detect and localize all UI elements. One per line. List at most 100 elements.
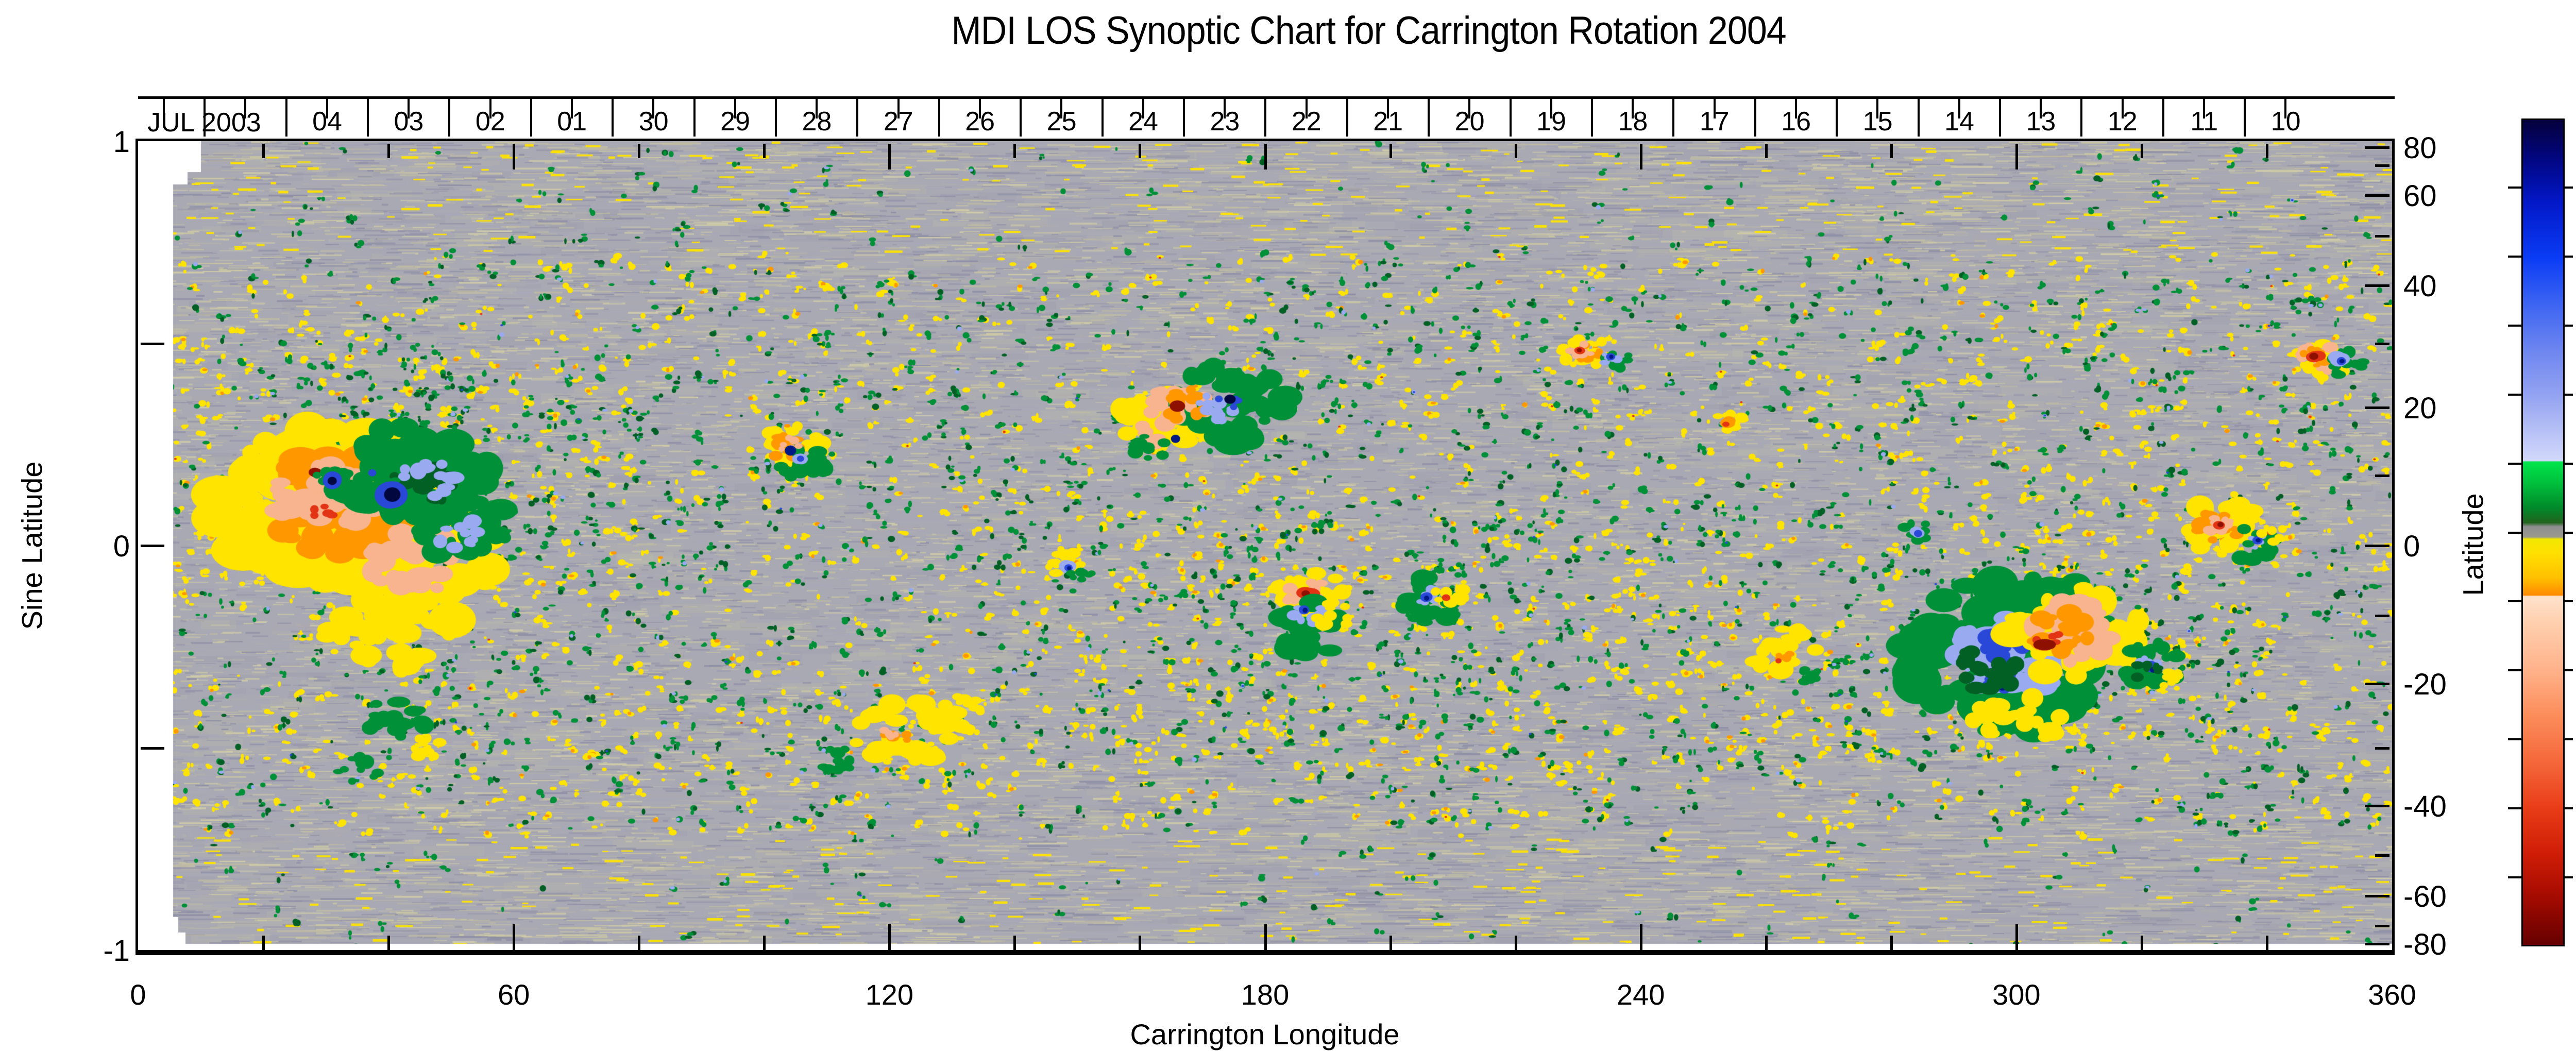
y-right-tick (2365, 943, 2389, 946)
x-top-tick (1389, 144, 1392, 158)
date-label-18: 18 (1618, 107, 1648, 137)
date-axis-minor-tick (2284, 98, 2287, 118)
colorbar-right-tick (2565, 600, 2573, 603)
date-label-03: 03 (394, 107, 424, 137)
y-right-tick (2375, 747, 2389, 750)
date-axis-major-tick (612, 98, 614, 137)
colorbar-left-tick (2508, 531, 2521, 534)
date-axis-minor-tick (244, 98, 247, 118)
date-label-27: 27 (883, 107, 913, 137)
y-right-label-60: 60 (2403, 179, 2437, 213)
date-axis-minor-tick (163, 98, 165, 118)
date-axis-line (138, 96, 2395, 99)
x-top-tick (1139, 144, 1142, 158)
y-right-tick (2365, 804, 2389, 807)
y-right-tick (2375, 164, 2389, 167)
y-right-tick (2365, 146, 2389, 149)
y-right-tick (2375, 342, 2389, 345)
x-bottom-label-240: 240 (1616, 978, 1665, 1011)
date-axis-minor-tick (652, 98, 655, 118)
colorbar (2521, 118, 2565, 946)
y-left-label--1: -1 (103, 934, 130, 968)
y-right-tick (2365, 545, 2389, 547)
x-top-tick (387, 144, 391, 158)
y-right-label--60: -60 (2403, 879, 2447, 913)
x-top-tick (2140, 144, 2143, 158)
date-axis-minor-tick (1958, 98, 1960, 118)
date-axis-major-tick (285, 98, 287, 137)
x-top-tick (888, 144, 891, 169)
date-axis-major-tick (775, 98, 777, 137)
x-bottom-label-120: 120 (865, 978, 914, 1011)
colorbar-right-tick (2565, 531, 2573, 534)
magnetogram-map (138, 141, 2392, 950)
y-right-label--40: -40 (2403, 789, 2447, 823)
date-label-17: 17 (1699, 107, 1730, 137)
x-top-tick (1890, 144, 1893, 158)
colorbar-right-tick (2565, 669, 2573, 672)
date-label-28: 28 (802, 107, 832, 137)
date-axis-major-tick (856, 98, 859, 137)
x-top-tick (638, 144, 641, 158)
y-right-label-0: 0 (2403, 530, 2420, 563)
y-left-tick (141, 342, 164, 345)
date-axis-major-tick (2080, 98, 2083, 137)
y-right-tick (2365, 194, 2389, 197)
colorbar-right-tick (2565, 807, 2573, 810)
date-axis-minor-tick (1632, 98, 1634, 118)
date-label-04: 04 (312, 107, 342, 137)
date-axis-major-tick (1509, 98, 1512, 137)
x-bottom-tick (1389, 936, 1392, 950)
date-axis-minor-tick (1060, 98, 1063, 118)
date-axis-major-tick (530, 98, 532, 137)
x-bottom-tick (1514, 936, 1517, 950)
date-axis-major-tick (1264, 98, 1267, 137)
colorbar-left-tick (2508, 462, 2521, 465)
x-top-tick (1013, 144, 1016, 158)
y-right-tick (2365, 683, 2389, 686)
x-bottom-label-60: 60 (498, 978, 530, 1011)
x-top-tick (2015, 144, 2018, 169)
y-right-tick (2365, 284, 2389, 287)
date-label-10: 10 (2270, 107, 2301, 137)
colorbar-left-tick (2508, 255, 2521, 258)
colorbar-right-tick (2565, 393, 2573, 396)
x-bottom-tick (888, 924, 891, 950)
date-axis-minor-tick (1795, 98, 1797, 118)
date-label-24: 24 (1128, 107, 1158, 137)
date-label-13: 13 (2026, 107, 2056, 137)
y-axis-right-title: Latitude (2456, 493, 2489, 596)
colorbar-left-tick (2508, 738, 2521, 741)
date-axis-major-tick (1917, 98, 1920, 137)
y-left-tick (141, 545, 164, 547)
date-axis-minor-tick (979, 98, 981, 118)
date-axis-major-tick (1836, 98, 1838, 137)
x-top-tick (262, 144, 265, 158)
date-axis-minor-tick (1713, 98, 1716, 118)
y-right-label--80: -80 (2403, 928, 2447, 962)
y-axis-left-title: Sine Latitude (15, 461, 48, 630)
date-axis-minor-tick (571, 98, 573, 118)
date-label-29: 29 (720, 107, 750, 137)
date-axis-minor-tick (2121, 98, 2124, 118)
y-right-label--20: -20 (2403, 668, 2447, 702)
date-axis-major-tick (693, 98, 696, 137)
x-bottom-tick (387, 936, 391, 950)
date-label-19: 19 (1536, 107, 1566, 137)
chart-title: MDI LOS Synoptic Chart for Carrington Ro… (951, 9, 1786, 53)
colorbar-left-tick (2508, 393, 2521, 396)
x-bottom-tick (638, 936, 641, 950)
date-axis-major-tick (1020, 98, 1022, 137)
date-label-15: 15 (1862, 107, 1893, 137)
date-label-11: 11 (2190, 107, 2218, 137)
x-bottom-label-300: 300 (1992, 978, 2041, 1011)
date-axis-minor-tick (2040, 98, 2042, 118)
colorbar-right-tick (2565, 186, 2573, 189)
x-top-tick (1639, 144, 1642, 169)
date-label-26: 26 (965, 107, 995, 137)
date-label-12: 12 (2107, 107, 2138, 137)
date-axis-minor-tick (734, 98, 736, 118)
x-bottom-tick (2265, 936, 2268, 950)
date-axis-minor-tick (408, 98, 410, 118)
y-right-tick (2375, 854, 2389, 857)
